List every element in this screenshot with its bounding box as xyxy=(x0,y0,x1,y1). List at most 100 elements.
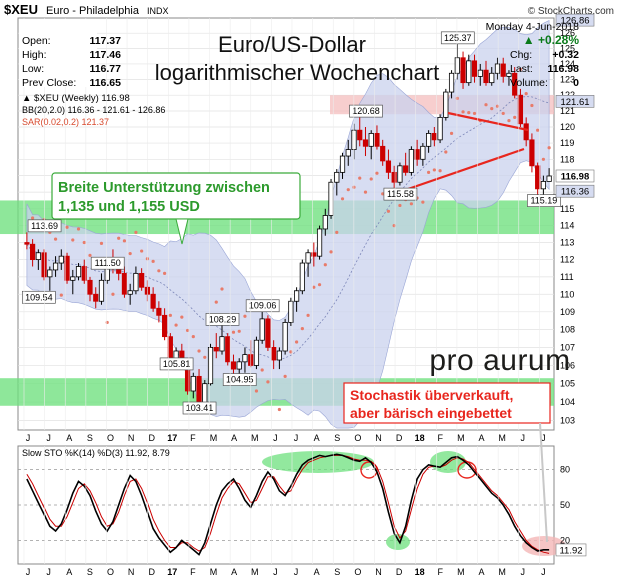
month-tick-label-stoch: J xyxy=(273,567,278,577)
price-label-text: 103.41 xyxy=(186,403,214,413)
month-tick-label: J xyxy=(26,433,31,443)
trend-line-top xyxy=(447,111,529,132)
right-value-tag: 116.98 xyxy=(555,169,595,183)
candle xyxy=(523,117,529,147)
candle-body xyxy=(328,181,334,216)
candle-body xyxy=(236,361,242,370)
candle xyxy=(35,249,41,270)
price-label: 115.58 xyxy=(383,187,418,201)
ohlc-box xyxy=(19,19,97,87)
candle xyxy=(30,239,36,267)
candle-body xyxy=(494,63,501,74)
right-value-tag-box xyxy=(555,13,595,27)
candle-body xyxy=(374,133,380,147)
month-tick-label: A xyxy=(314,433,320,443)
candle xyxy=(144,280,150,302)
candle xyxy=(426,130,432,153)
candle-body xyxy=(219,336,225,352)
month-tick-label: J xyxy=(46,433,51,443)
candle-body xyxy=(242,354,248,363)
candle-body xyxy=(420,145,426,160)
last-value: 116.98 xyxy=(547,63,579,75)
right-value-tag-text: 126.86 xyxy=(560,16,589,27)
sar-dot xyxy=(507,118,511,123)
candle-body xyxy=(225,336,231,363)
candle xyxy=(87,276,93,302)
price-label-text: 120.68 xyxy=(352,106,380,116)
candle xyxy=(305,249,311,277)
sar-dot xyxy=(432,168,436,172)
right-value-tag-box xyxy=(555,169,595,183)
candle xyxy=(150,287,156,312)
sar-dot xyxy=(174,323,178,327)
price-label: 111.50 xyxy=(90,256,125,270)
candle xyxy=(420,143,426,166)
sar-dot xyxy=(306,313,310,317)
candle-body xyxy=(391,171,397,183)
candle-body xyxy=(139,272,145,288)
month-tick-label: N xyxy=(375,433,382,443)
month-tick-label-stoch: M xyxy=(210,567,218,577)
candle-body xyxy=(58,255,64,264)
candle-body xyxy=(288,300,294,323)
price-tick-label: 126 xyxy=(560,28,575,38)
candle xyxy=(454,42,460,80)
candle-body xyxy=(207,347,214,385)
sar-dot xyxy=(289,350,293,354)
candle xyxy=(443,88,449,121)
chart-title-line2: logarithmischer Wochenchart xyxy=(155,60,440,85)
trend-line-bottom xyxy=(407,147,525,191)
month-tick-label: A xyxy=(66,433,72,443)
price-label-box xyxy=(90,256,125,270)
open-value: 117.37 xyxy=(89,35,121,47)
price-label-box xyxy=(383,187,418,201)
support-annotation-line1: Breite Unterstützung zwischen xyxy=(58,180,270,196)
sar-dot xyxy=(99,241,104,245)
price-label-box xyxy=(21,290,56,304)
candle-body xyxy=(466,60,472,84)
candle xyxy=(282,318,288,355)
candle-body xyxy=(70,276,76,281)
price-tick-label: 103 xyxy=(560,416,575,426)
price-label-box xyxy=(182,401,217,415)
candle-body xyxy=(385,160,392,173)
legend-bb: BB(20,2.0) 116.36 - 121.61 - 126.86 xyxy=(22,105,165,115)
stoch-overbought-marker xyxy=(262,451,374,473)
sar-dot xyxy=(163,271,167,275)
candle xyxy=(414,139,420,166)
sar-dot xyxy=(243,314,247,318)
candle-body xyxy=(98,279,105,302)
stoch-annotation-line2: aber bärisch eingebettet xyxy=(350,405,512,421)
candle xyxy=(500,57,506,83)
sar-dot xyxy=(71,238,75,242)
candle xyxy=(466,54,472,86)
candle xyxy=(52,256,59,277)
candle-body xyxy=(529,139,535,167)
high-value: 117.46 xyxy=(89,49,121,61)
candle xyxy=(75,263,82,281)
parabolic-sar xyxy=(31,67,551,412)
candle xyxy=(357,117,363,147)
month-tick-label: J xyxy=(273,433,278,443)
candle-body xyxy=(322,215,328,230)
candle xyxy=(225,333,231,366)
price-tick-label: 110 xyxy=(560,289,574,299)
copyright-label[interactable]: © StockCharts.com xyxy=(528,6,614,17)
candle xyxy=(294,287,300,312)
candle xyxy=(58,249,64,270)
sar-dot xyxy=(421,200,425,204)
sar-dot xyxy=(300,327,304,331)
stoch-tick-label: 80 xyxy=(560,465,570,475)
low-value: 116.77 xyxy=(89,63,121,75)
right-value-tag-text: 121.61 xyxy=(560,97,589,108)
candle xyxy=(41,249,47,281)
sar-dot xyxy=(513,115,517,119)
candle xyxy=(397,162,403,186)
month-tick-label: F xyxy=(438,433,444,443)
price-label-box xyxy=(440,31,475,45)
sar-dot xyxy=(369,177,373,181)
sar-dot xyxy=(381,192,385,196)
sar-dot xyxy=(323,263,327,267)
candle-body xyxy=(93,293,99,302)
sar-dot xyxy=(65,225,69,229)
